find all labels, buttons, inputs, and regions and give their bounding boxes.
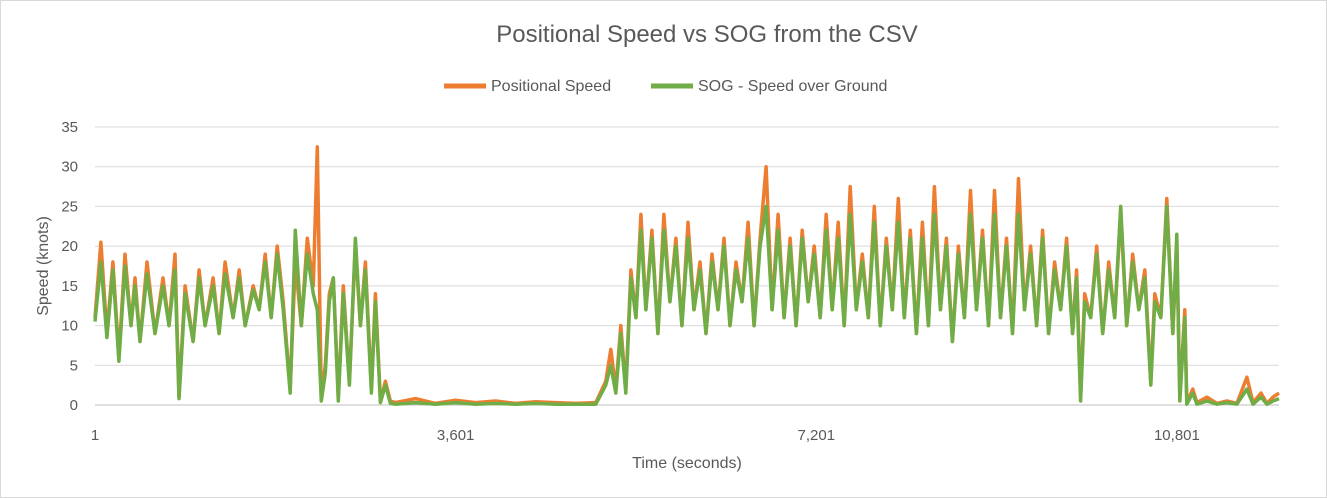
x-tick-labels: 1 3,601 7,201 10,801	[91, 427, 1200, 444]
y-tick-label: 20	[61, 238, 78, 255]
y-tick-label: 30	[61, 159, 78, 176]
y-tick-label: 5	[70, 357, 78, 374]
y-tick-label: 10	[61, 318, 78, 335]
x-tick-label: 3,601	[437, 427, 475, 444]
x-tick-label: 1	[91, 427, 99, 444]
y-tick-labels: 0 5 10 15 20 25 30 35	[61, 119, 78, 414]
y-tick-label: 25	[61, 198, 78, 215]
y-tick-label: 15	[61, 278, 78, 295]
series-line-sog-speed-over-ground	[93, 204, 1280, 406]
legend: Positional Speed SOG - Speed over Ground	[444, 78, 887, 95]
x-tick-label: 7,201	[798, 427, 836, 444]
series-lines	[93, 145, 1280, 406]
legend-label-positional-speed: Positional Speed	[491, 78, 611, 95]
y-axis-label: Speed (knots)	[35, 216, 52, 316]
y-tick-label: 35	[61, 119, 78, 136]
legend-label-sog: SOG - Speed over Ground	[698, 78, 887, 95]
x-axis-label: Time (seconds)	[632, 455, 742, 472]
y-tick-label: 0	[70, 397, 78, 414]
x-tick-label: 10,801	[1154, 427, 1200, 444]
chart-title: Positional Speed vs SOG from the CSV	[496, 21, 918, 48]
